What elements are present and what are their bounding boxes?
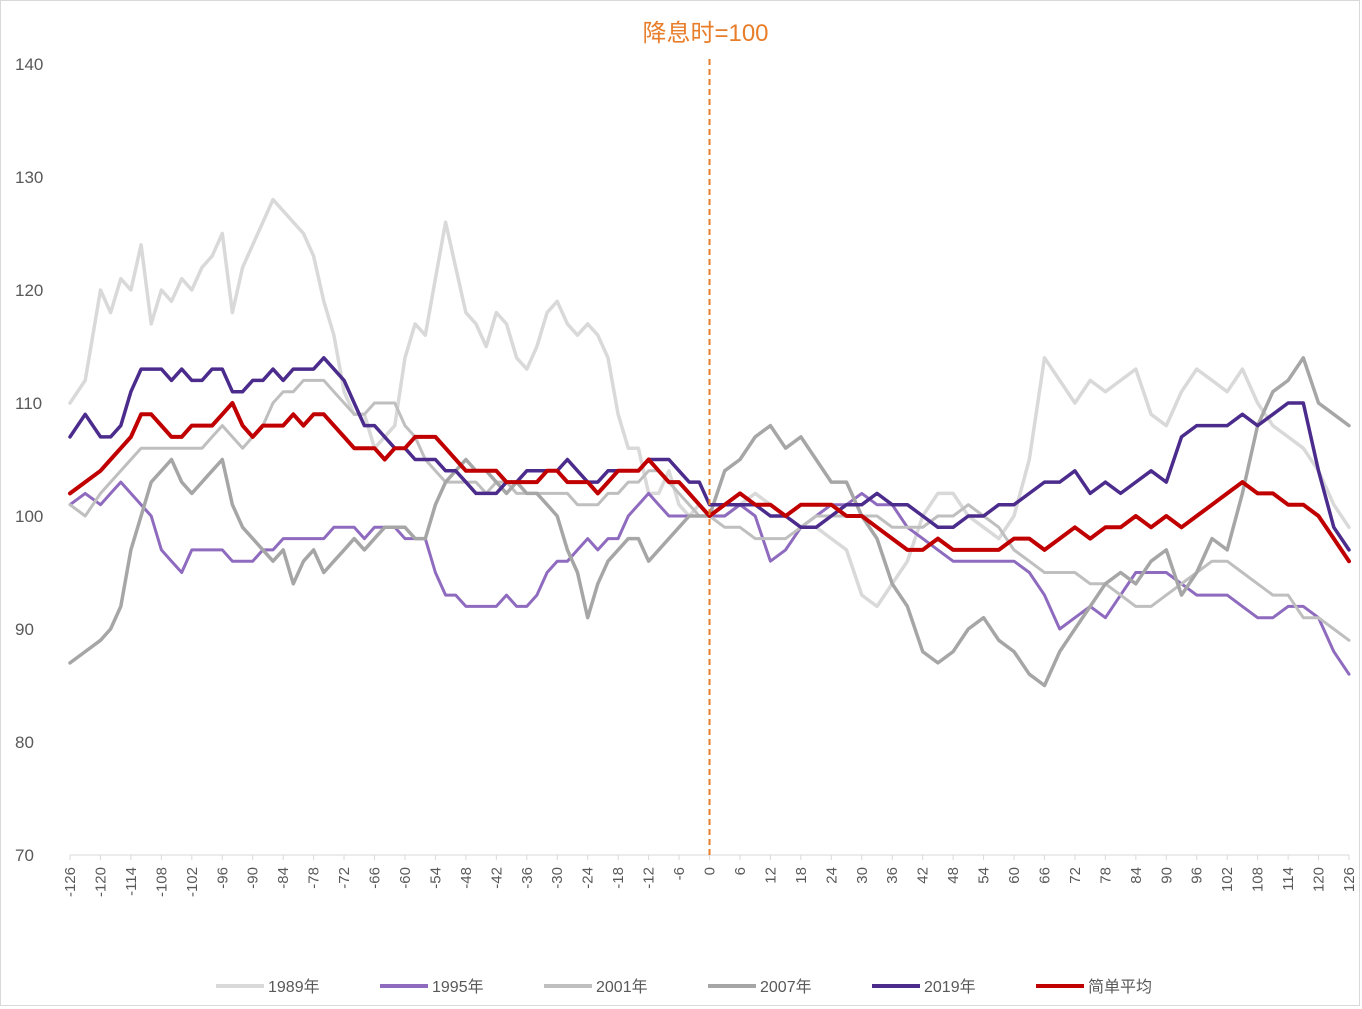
series-line-0	[68, 197, 1351, 609]
y-tick-label: 80	[15, 733, 34, 752]
y-tick-label: 90	[15, 620, 34, 639]
x-tick-label: -102	[184, 867, 201, 897]
x-tick-label: -126	[62, 867, 79, 897]
x-tick-label: 78	[1097, 867, 1114, 884]
series-layer	[68, 197, 1351, 688]
y-axis: 70 80 90 100 110 120 130 140	[15, 55, 43, 865]
x-tick-label: 18	[793, 867, 810, 884]
legend-label: 简单平均	[1088, 978, 1152, 996]
x-tick-label: 84	[1128, 867, 1145, 884]
legend-label: 2019年	[924, 978, 976, 996]
legend-label: 2007年	[760, 978, 812, 996]
x-tick-label: 120	[1311, 867, 1328, 892]
x-tick-label: -54	[427, 867, 444, 889]
x-tick-label: 36	[884, 867, 901, 884]
x-tick-label: 102	[1219, 867, 1236, 892]
x-tick-label: -84	[275, 867, 292, 889]
x-tick-label: -72	[336, 867, 353, 889]
series-line-3	[68, 356, 1351, 688]
x-tick-label: 42	[915, 867, 932, 884]
series-line-5	[68, 401, 1351, 564]
x-tick-label: 48	[945, 867, 962, 884]
x-tick-label: -42	[488, 867, 505, 889]
y-tick-label: 120	[15, 281, 43, 300]
x-tick-label: 90	[1158, 867, 1175, 884]
x-tick-label: 66	[1036, 867, 1053, 884]
x-tick-label: -18	[610, 867, 627, 889]
y-tick-label: 130	[15, 168, 43, 187]
x-tick-label: 114	[1280, 867, 1297, 891]
x-tick-label: -108	[153, 867, 170, 897]
x-tick-label: -30	[549, 867, 566, 889]
x-tick-label: -6	[671, 867, 688, 880]
x-tick-label: 24	[823, 867, 840, 884]
x-tick-label: -60	[397, 867, 414, 889]
y-tick-label: 140	[15, 55, 43, 74]
y-tick-label: 70	[15, 846, 34, 865]
legend: 1989年 1995年 2001年 2007年 2019年 简单平均	[216, 978, 1152, 996]
x-tick-label: -114	[123, 867, 140, 896]
x-tick-label: 126	[1341, 867, 1358, 892]
x-tick-label: 54	[976, 867, 993, 884]
x-tick-label: -48	[458, 867, 475, 889]
x-tick-label: 60	[1006, 867, 1023, 884]
x-tick-label: 72	[1067, 867, 1084, 884]
x-tick-label: -78	[306, 867, 323, 889]
x-tick-label: 12	[762, 867, 779, 884]
x-tick-label: -66	[367, 867, 384, 889]
x-tick-label: -12	[641, 867, 658, 889]
legend-label: 1995年	[432, 978, 484, 996]
x-tick-label: -90	[245, 867, 262, 889]
x-tick-label: 0	[702, 867, 719, 875]
x-tick-label: 6	[732, 867, 749, 875]
annotation-label: 降息时=100	[642, 20, 768, 47]
x-tick-label: -24	[580, 867, 597, 889]
legend-label: 2001年	[596, 978, 648, 996]
x-tick-label: 108	[1250, 867, 1267, 892]
x-tick-label: 96	[1189, 867, 1206, 884]
series-line-4	[68, 356, 1351, 552]
x-tick-label: -96	[214, 867, 231, 889]
x-axis: -126 -120 -114 -108 -102 -96 -90 -84 -78 -72 -66 -6…	[62, 854, 1358, 897]
y-tick-label: 110	[15, 394, 42, 413]
legend-label: 1989年	[268, 978, 320, 996]
x-tick-label: -36	[519, 867, 536, 889]
y-tick-label: 100	[15, 507, 43, 526]
x-tick-label: 30	[854, 867, 871, 884]
x-tick-label: -120	[92, 867, 109, 897]
series-line-1	[68, 480, 1351, 676]
